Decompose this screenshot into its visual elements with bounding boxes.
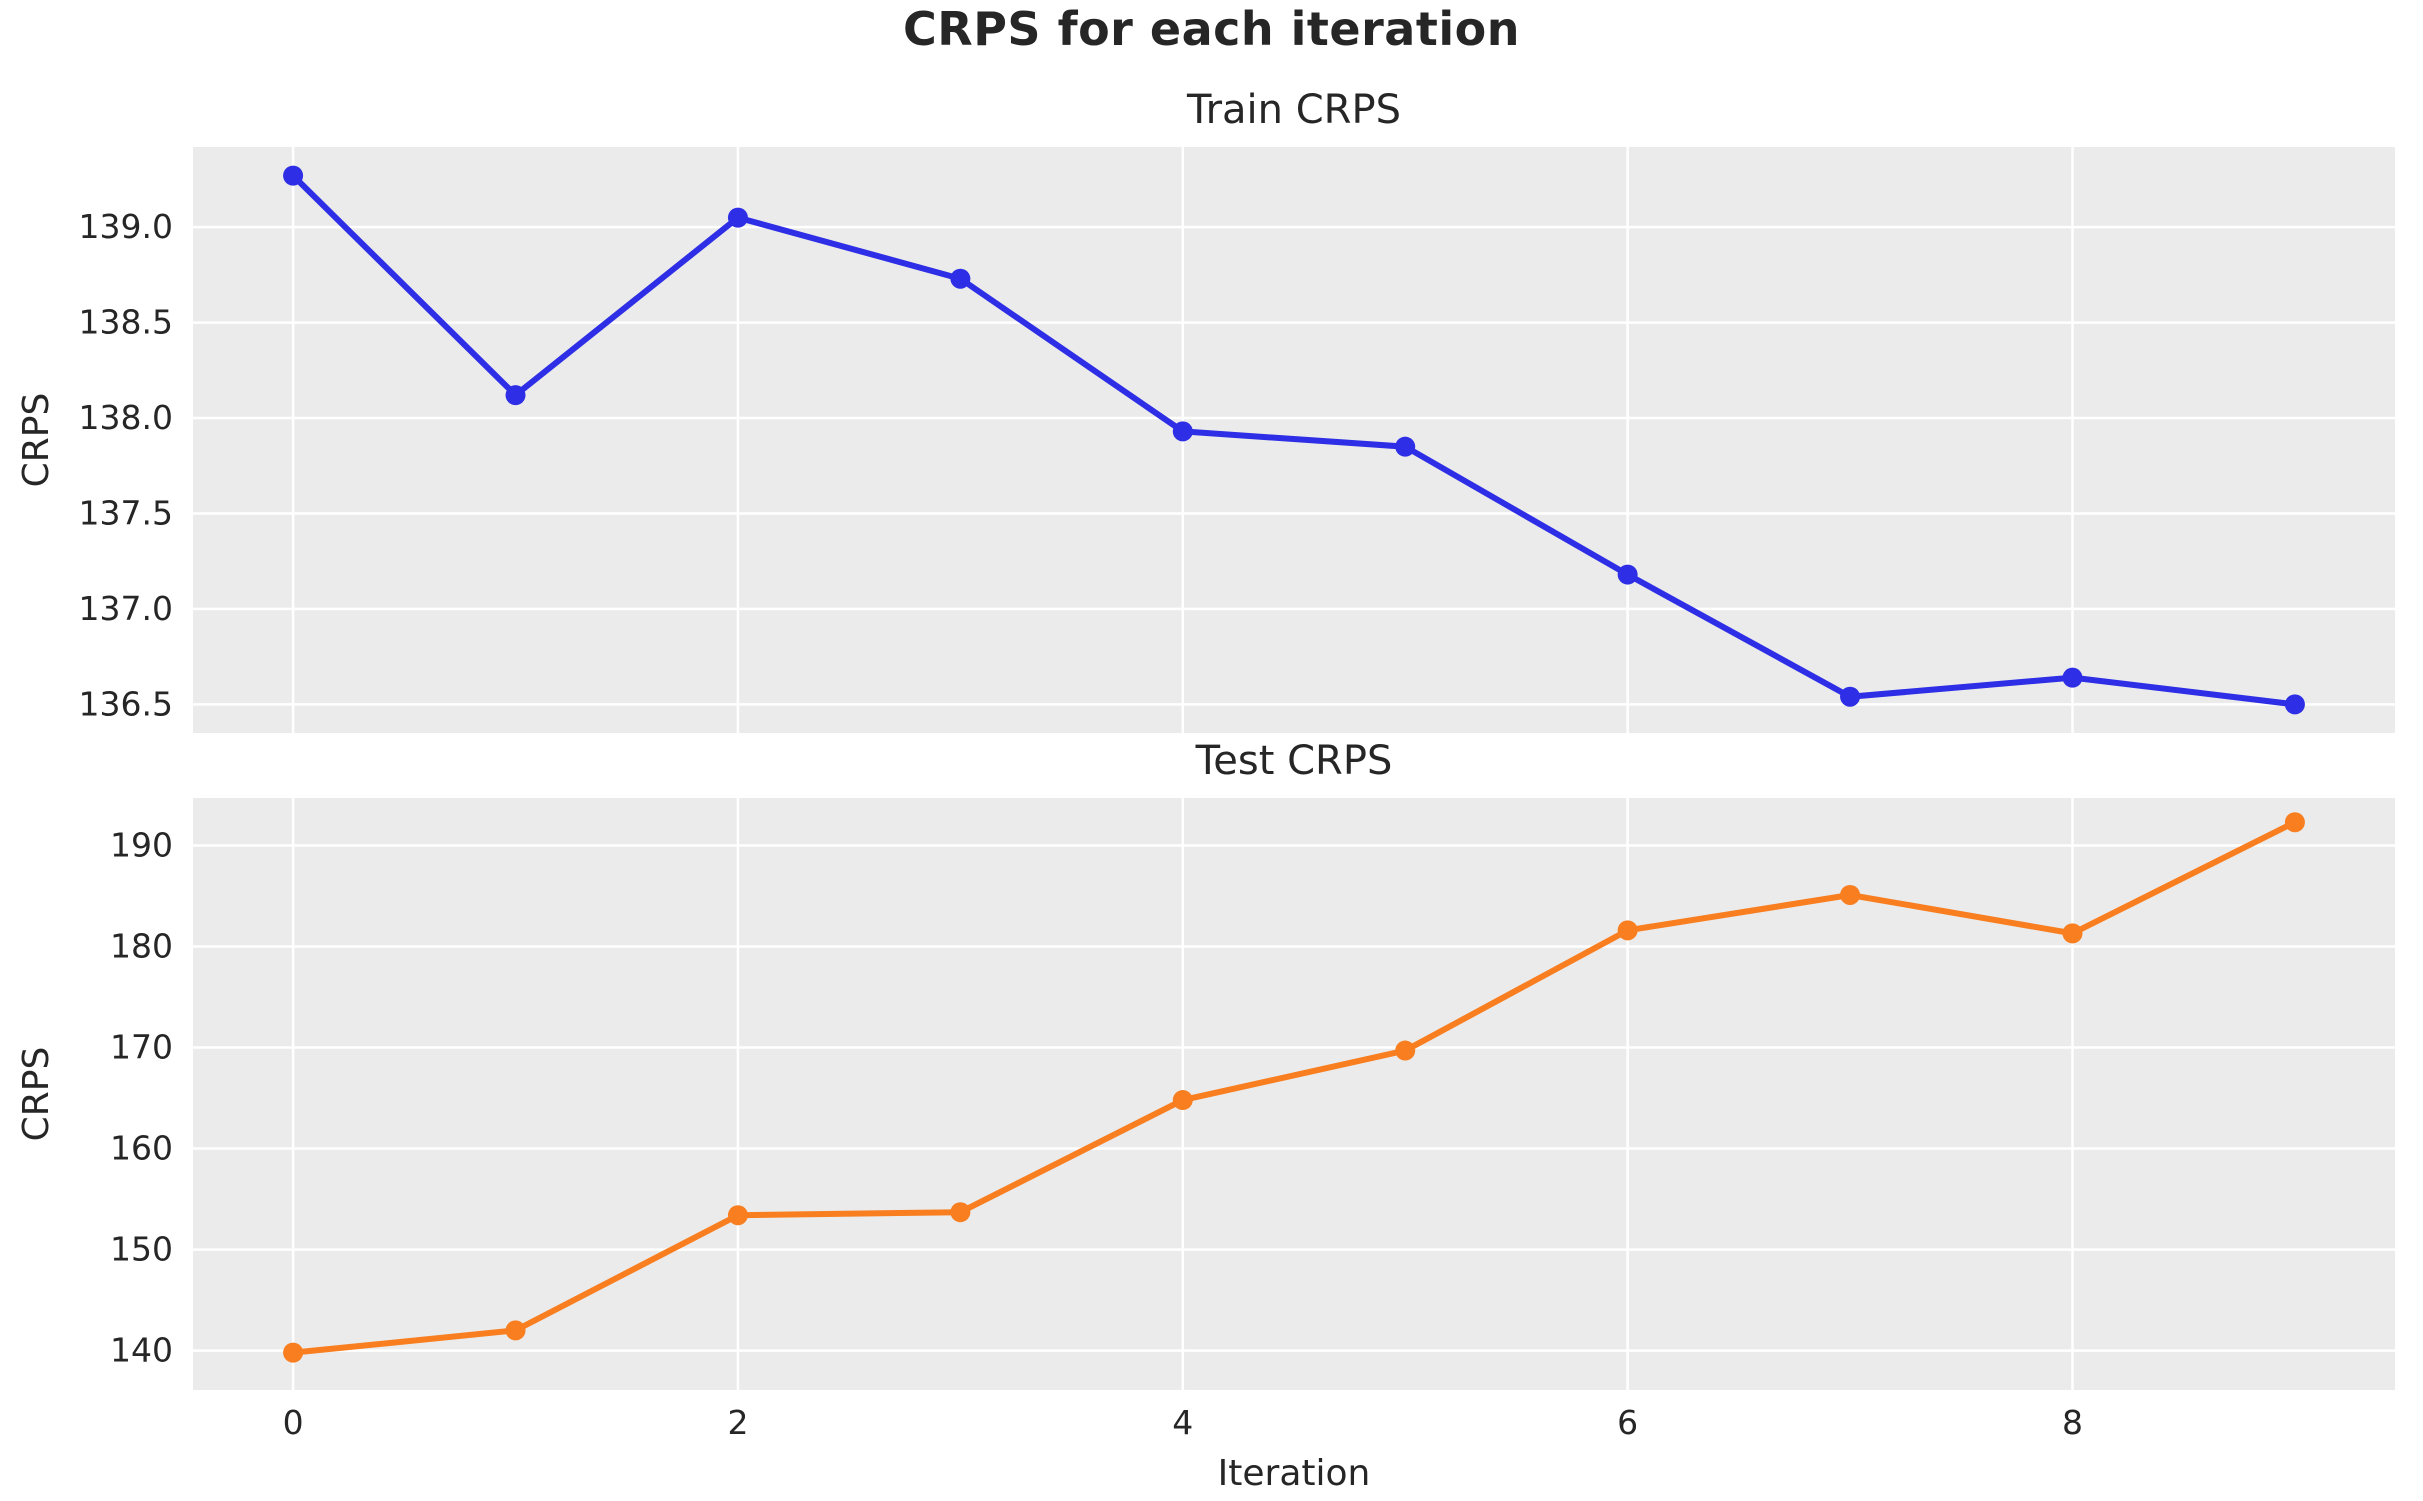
test-crps-ytick-label: 170 xyxy=(110,1028,173,1067)
test-crps-point-9 xyxy=(2284,812,2305,833)
train-crps-ytick-label: 138.0 xyxy=(79,398,173,437)
test-crps-xtick-label: 8 xyxy=(2062,1403,2083,1442)
train-crps-point-7 xyxy=(1840,686,1861,707)
test-crps-ytick-label: 180 xyxy=(110,927,173,966)
train-crps-ytick-label: 137.0 xyxy=(79,589,173,628)
train-crps-point-8 xyxy=(2062,667,2083,688)
train-crps-ylabel: CRPS xyxy=(16,393,57,488)
train-crps-point-1 xyxy=(505,385,526,406)
test-crps-title: Test CRPS xyxy=(1195,738,1393,784)
train-crps-point-0 xyxy=(283,165,304,186)
test-crps-xtick-label: 4 xyxy=(1172,1403,1193,1442)
train-crps-ytick-label: 138.5 xyxy=(79,303,173,342)
train-crps-ytick-label: 139.0 xyxy=(79,207,173,246)
test-crps-xtick-label: 2 xyxy=(727,1403,748,1442)
train-crps-line xyxy=(290,172,2298,708)
test-crps-ytick-label: 150 xyxy=(110,1230,173,1269)
test-crps-point-4 xyxy=(1172,1090,1193,1111)
test-crps-ytick-label: 190 xyxy=(110,825,173,864)
test-crps-point-2 xyxy=(727,1205,748,1226)
train-crps-chart: 139.0 138.5 138.0 137.5 137.0 136.5 Train CRPS… xyxy=(16,87,2395,733)
train-crps-point-2 xyxy=(727,207,748,228)
test-crps-point-8 xyxy=(2062,923,2083,944)
train-crps-ytick-label: 137.5 xyxy=(79,493,173,532)
train-crps-point-6 xyxy=(1617,564,1638,585)
train-crps-point-9 xyxy=(2284,694,2305,715)
train-crps-point-5 xyxy=(1395,436,1416,457)
train-crps-point-3 xyxy=(950,268,971,289)
test-crps-point-0 xyxy=(283,1342,304,1363)
train-crps-ytick-label: 136.5 xyxy=(79,684,173,723)
test-crps-chart: 190 180 170 160 150 140 0 2 4 6 8 Test CRPS CRPS Iter… xyxy=(16,738,2395,1494)
test-crps-ytick-label: 160 xyxy=(110,1129,173,1168)
test-crps-ytick-label: 140 xyxy=(110,1331,173,1370)
test-crps-point-6 xyxy=(1617,920,1638,941)
train-crps-title: Train CRPS xyxy=(1186,87,1401,133)
test-crps-xlabel: Iteration xyxy=(1218,1453,1371,1494)
test-crps-point-1 xyxy=(505,1320,526,1341)
test-crps-xtick-label: 0 xyxy=(283,1403,304,1442)
test-crps-xtick-label: 6 xyxy=(1617,1403,1638,1442)
test-crps-line xyxy=(290,819,2298,1356)
plot-area-test-crps xyxy=(193,798,2395,1390)
test-crps-point-5 xyxy=(1395,1040,1416,1061)
test-crps-point-7 xyxy=(1840,884,1861,905)
figure-suptitle: CRPS for each iteration xyxy=(903,2,1520,56)
test-crps-ylabel: CRPS xyxy=(16,1047,57,1142)
test-crps-point-3 xyxy=(950,1202,971,1223)
train-crps-point-4 xyxy=(1172,421,1193,442)
